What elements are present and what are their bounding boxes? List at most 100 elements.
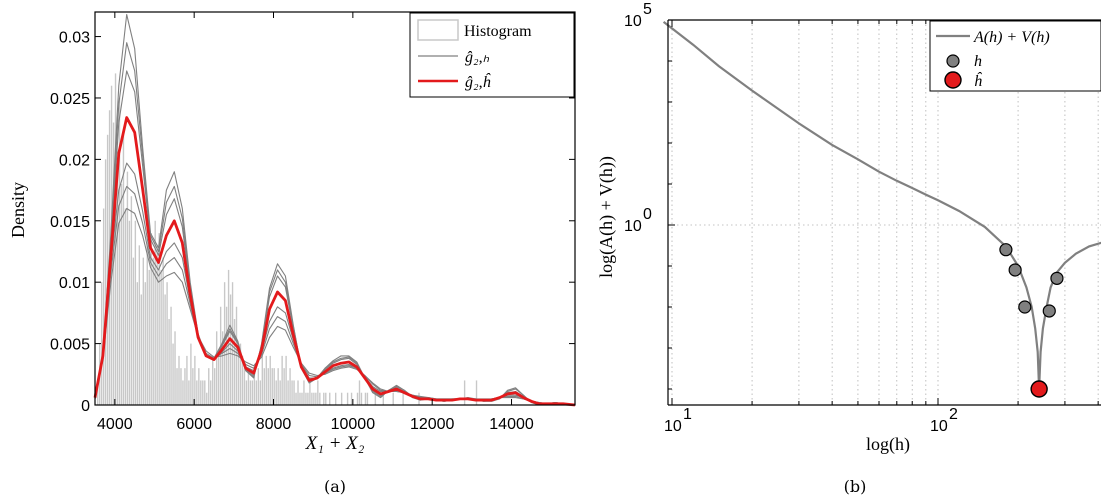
histogram-bar (285, 355, 287, 405)
histogram-bar (184, 368, 186, 405)
panel-a: 4000 6000 8000 10000 12000 14000 0 0.005 0.01 0.… (8, 11, 576, 496)
y-tick-label: 0.015 (50, 214, 90, 231)
histogram-bar (225, 306, 228, 405)
panel-b-ytick-1e0-exp: 0 (643, 206, 652, 223)
candidate-h-point (1018, 300, 1032, 314)
panel-b-legend: A(h) + V(h) h ĥ (929, 20, 1101, 92)
legend-hhat-marker (944, 71, 962, 89)
histogram-bar (287, 380, 289, 405)
panel-a-legend: Histogram ĝ₂,ₕ ĝ₂,ĥ (409, 12, 575, 98)
panel-a-y-ticks: 0 0.005 0.01 0.015 0.02 0.025 0.03 (50, 30, 575, 415)
histogram-bar (160, 269, 162, 405)
panel-b-xtick-1e2-base: 10 (930, 418, 948, 435)
histogram-bar (217, 355, 220, 405)
histogram-bar (305, 392, 307, 405)
histogram-bar (255, 380, 258, 405)
candidate-h-point (1008, 263, 1022, 277)
histogram-bar (313, 392, 315, 405)
histogram-bar (136, 282, 139, 405)
histogram-bar (156, 245, 158, 405)
histogram-bar (311, 392, 313, 405)
histogram-bar (214, 368, 216, 405)
histogram-bar (215, 331, 218, 405)
histogram-bar (196, 380, 198, 405)
panel-b-ylabel: log(A(h) + V(h)) (596, 156, 617, 278)
panel-b-candidate-points (999, 243, 1064, 318)
histogram-bar (463, 380, 466, 405)
histogram-bar (96, 380, 99, 405)
histogram-bar (192, 368, 194, 405)
histogram-bar (120, 183, 123, 405)
panel-b-ytick-1e5-base: 10 (624, 13, 642, 30)
legend-h-label: h (974, 53, 982, 70)
histogram-bar (265, 355, 267, 405)
histogram-bar (249, 380, 252, 405)
histogram-bar (210, 380, 212, 405)
histogram-bar (271, 368, 273, 405)
histogram-bar (295, 392, 297, 405)
histogram-bar (257, 368, 260, 405)
histogram-bar (178, 355, 180, 405)
histogram-bar (325, 392, 327, 405)
histogram-bar (122, 134, 125, 405)
x-tick-label: 14000 (489, 416, 534, 433)
histogram-bar (116, 159, 119, 405)
histogram-bar (283, 368, 285, 405)
panel-b-ytick-1e0-base: 10 (624, 218, 642, 235)
histogram-bar (212, 355, 214, 405)
histogram-bar (309, 380, 311, 405)
legend-hhat-label: ĥ (974, 71, 983, 90)
histogram-bar (297, 380, 299, 405)
candidate-h-point (1042, 304, 1056, 318)
histogram-bar (170, 306, 172, 405)
panel-a-ylabel: Density (8, 182, 28, 238)
x-tick-label: 10000 (331, 416, 376, 433)
histogram-bar (277, 368, 279, 405)
histogram-bar (291, 380, 293, 405)
histogram-bar (200, 380, 202, 405)
histogram-bar (130, 196, 133, 405)
histogram-bar (243, 368, 246, 405)
candidate-h-point (999, 243, 1013, 257)
histogram-bar (301, 392, 303, 405)
histogram-bar (172, 343, 174, 405)
panel-b-selected-point (1030, 380, 1048, 398)
histogram-bar (340, 392, 343, 405)
panel-a-selected-curve (93, 116, 576, 407)
histogram-bar (237, 343, 240, 405)
histogram-bar (307, 392, 309, 405)
histogram-bar (360, 392, 363, 405)
histogram-bar (198, 368, 200, 405)
histogram-bar (188, 380, 190, 405)
histogram-bar (293, 380, 295, 405)
histogram-bar (190, 343, 192, 405)
histogram-bar (239, 343, 242, 405)
histogram-bar (150, 233, 152, 405)
selected-density-curve (93, 116, 576, 407)
panel-b-xtick-1e2-exp: 2 (949, 406, 958, 423)
histogram-bar (241, 355, 244, 405)
histogram-bar (319, 392, 321, 405)
histogram-bar (275, 380, 277, 405)
histogram-bar (366, 392, 369, 405)
histogram-bar (168, 319, 170, 405)
histogram-bar (106, 134, 109, 405)
histogram-bar (144, 282, 146, 405)
histogram-bar (104, 159, 107, 405)
histogram-bar (134, 220, 137, 405)
panel-a-x-ticks: 4000 6000 8000 10000 12000 14000 (97, 12, 534, 433)
legend-histogram-swatch (417, 19, 459, 41)
panel-b-ytick-1e5-exp: 5 (643, 1, 652, 18)
histogram-bar (176, 368, 178, 405)
histogram-bar (158, 233, 160, 405)
histogram-bar (164, 294, 166, 405)
panel-a-axes-box (94, 11, 576, 406)
panel-b-y-tick-1e5: 10 5 (624, 1, 652, 30)
histogram-bar (102, 208, 105, 405)
y-tick-label: 0.01 (59, 275, 90, 292)
panel-b: 10 5 10 0 10 1 10 2 log(h) log(A(h) + V(… (596, 1, 1101, 496)
histogram-bar (346, 392, 349, 405)
histogram-bar (126, 171, 129, 405)
y-tick-label: 0.02 (59, 152, 90, 169)
histogram-bar (174, 331, 176, 405)
